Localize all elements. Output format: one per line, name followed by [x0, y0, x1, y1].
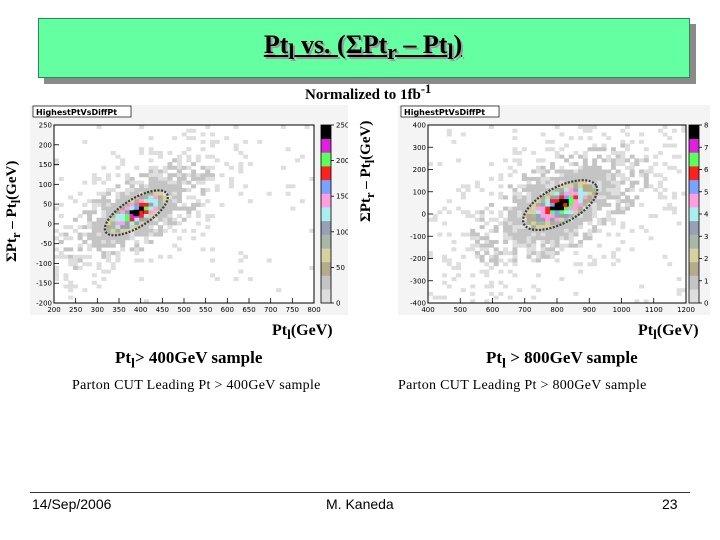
x-tick-label: 700 [264, 306, 277, 314]
y-tick-label: 200 [39, 141, 52, 149]
colorbar-tick-label: 3 [704, 233, 708, 241]
colorbar-tick-label: 7 [704, 144, 708, 152]
histogram-title-box [400, 105, 500, 118]
y-tick-label: 200 [413, 166, 426, 174]
right-x-axis-label: Ptl(GeV) [638, 322, 699, 343]
x-tick-label: 200 [47, 306, 60, 314]
y-tick-label: -100 [410, 233, 426, 241]
y-tick-label: -400 [410, 300, 426, 308]
peak-cell-red [139, 210, 144, 215]
y-tick-label: 300 [413, 144, 426, 152]
colorbar-tick-label: 4 [704, 211, 709, 219]
histogram-cells [54, 125, 315, 304]
y-tick-label: 50 [43, 201, 52, 209]
y-tick-label: 100 [39, 181, 52, 189]
x-tick-label: 500 [177, 306, 190, 314]
page-number: 23 [662, 496, 678, 512]
right-sample-label: Ptl > 800GeV sample [486, 348, 638, 372]
x-tick-label: 250 [69, 306, 82, 314]
colorbar-tick-label: 6 [704, 166, 709, 174]
normalization-note: Normalized to 1fb-1 [305, 82, 432, 103]
left-y-axis-label: ΣPtr – Ptl(GeV) [4, 160, 23, 262]
x-tick-label: 1200 [677, 306, 695, 314]
x-tick-label: 550 [199, 306, 212, 314]
colorbar-tick-label: 2 [704, 255, 708, 263]
colorbar-tick-label: 8 [704, 122, 708, 130]
colorbar-tick-label: 5 [704, 188, 708, 196]
left-x-axis-label: Ptl(GeV) [272, 322, 333, 343]
right-y-axis-label: ΣPtr – Ptl(GeV) [358, 120, 377, 222]
histogram-title: HighestPtVsDiffPt [404, 108, 485, 117]
x-tick-label: 800 [550, 306, 563, 314]
peak-cell-red [563, 203, 568, 208]
y-tick-label: 150 [39, 161, 52, 169]
peak-cell [557, 202, 564, 209]
y-tick-label: 400 [413, 122, 426, 130]
slide-title: Ptl vs. (ΣPtr – Ptl) [263, 30, 463, 65]
x-tick-label: 700 [518, 306, 531, 314]
colorbar-tick-label: 150 [336, 193, 348, 201]
peak-cell [133, 209, 140, 216]
x-tick-label: 450 [156, 306, 169, 314]
y-tick-label: -50 [41, 240, 52, 248]
x-tick-label: 350 [112, 306, 125, 314]
y-ticks: -400 -300 -200 -100 0 100 200 300 400 [410, 122, 433, 308]
density-contour [103, 189, 169, 237]
y-tick-label: 0 [48, 220, 52, 228]
footer-date: 14/Sep/2006 [32, 496, 112, 512]
colorbar: 0 50 100 150 200 250 [320, 122, 348, 308]
x-ticks: 400 500 600 700 800 900 1000 1100 1200 [421, 298, 695, 314]
histogram-title-box [32, 105, 132, 118]
y-tick-label: -100 [36, 260, 52, 268]
colorbar-tick-label: 200 [336, 157, 348, 165]
left-sample-label: Ptl> 400GeV sample [115, 348, 263, 372]
title-banner [38, 18, 690, 78]
y-tick-label: 100 [413, 188, 426, 196]
left-cut-description: Parton CUT Leading Pt > 400GeV sample [72, 378, 321, 393]
colorbar-tick-label: 1 [704, 277, 708, 285]
x-tick-label: 400 [134, 306, 147, 314]
x-tick-label: 600 [486, 306, 499, 314]
x-tick-label: 800 [307, 306, 320, 314]
x-tick-label: 750 [286, 306, 299, 314]
x-tick-label: 600 [221, 306, 234, 314]
x-tick-label: 650 [242, 306, 255, 314]
colorbar-tick-label: 0 [704, 300, 708, 308]
y-tick-label: -200 [410, 255, 426, 263]
footer-divider [30, 492, 690, 493]
colorbar: 0 1 2 3 4 5 6 7 8 [688, 122, 709, 308]
footer-author: M. Kaneda [326, 496, 394, 512]
colorbar-tick-label: 50 [336, 264, 345, 272]
x-tick-label: 900 [583, 306, 596, 314]
colorbar-tick-label: 0 [336, 300, 340, 308]
x-tick-label: 1100 [645, 306, 663, 314]
y-ticks: -200 -150 -100 -50 0 50 100 150 200 250 [36, 122, 59, 308]
x-tick-label: 500 [454, 306, 467, 314]
y-tick-label: 250 [39, 122, 52, 130]
x-tick-label: 1000 [613, 306, 631, 314]
histogram-title: HighestPtVsDiffPt [36, 108, 117, 117]
y-tick-label: -300 [410, 277, 426, 285]
y-tick-label: 0 [422, 211, 426, 219]
colorbar-tick-label: 100 [336, 228, 348, 236]
x-ticks: 200 250 300 350 400 450 500 550 600 650 700 750 800 [47, 298, 321, 314]
x-tick-label: 400 [421, 306, 434, 314]
x-tick-label: 300 [91, 306, 104, 314]
y-tick-label: -150 [36, 280, 52, 288]
y-tick-label: -200 [36, 300, 52, 308]
colorbar-tick-label: 250 [336, 122, 348, 130]
right-cut-description: Parton CUT Leading Pt > 800GeV sample [398, 378, 647, 393]
density-contour [522, 179, 599, 232]
